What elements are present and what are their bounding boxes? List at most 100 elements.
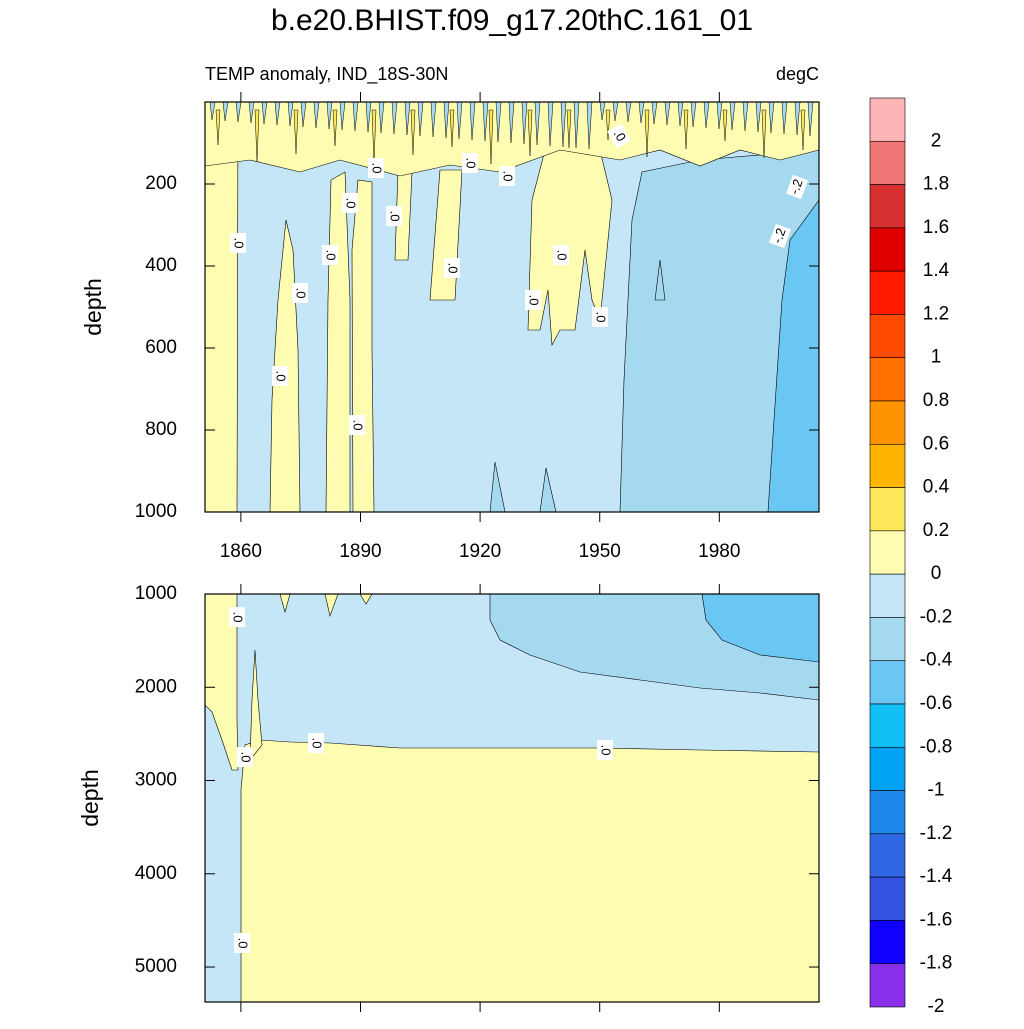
contour-label-bg <box>769 223 791 249</box>
contour-label: .0 <box>555 250 570 261</box>
contour-field <box>205 102 819 512</box>
contour-label-bg <box>342 193 358 213</box>
colorbar-box <box>869 703 906 748</box>
plot-frame <box>204 101 820 513</box>
contour-label-group: .0 <box>499 166 516 186</box>
contour-label: .0 <box>236 938 251 949</box>
contour-region <box>365 102 372 133</box>
contour-region <box>619 149 819 512</box>
contour-label: .0 <box>464 158 479 169</box>
contour-region <box>638 102 645 124</box>
contour-region <box>690 102 697 128</box>
contour-region <box>677 102 684 127</box>
contour-region <box>651 102 658 125</box>
contour-region <box>274 102 281 126</box>
colorbar-label: 1.8 <box>923 174 949 195</box>
colorbar-label: 0.2 <box>923 520 949 541</box>
contour-region <box>508 102 515 144</box>
contour-region <box>742 102 749 132</box>
contour-region <box>612 102 619 122</box>
contour-region <box>222 102 229 122</box>
colorbar-box <box>869 400 906 445</box>
contour-region <box>235 102 242 123</box>
contour-region <box>560 102 567 148</box>
colorbar-label: 2 <box>931 130 942 151</box>
contour-label-group: .0 <box>308 733 325 753</box>
contour-region <box>489 461 557 512</box>
y-tick-label: 2000 <box>135 676 177 697</box>
colorbar-label: -1.6 <box>920 909 953 930</box>
contour-region <box>605 109 611 141</box>
contour-region <box>404 102 411 136</box>
contour-label-group: .0 <box>349 415 366 435</box>
contour-label-bg <box>386 206 402 226</box>
contour-label-group: .0 <box>592 307 609 327</box>
colorbar-box <box>869 617 906 662</box>
colorbar-label: -1.2 <box>920 823 953 844</box>
contour-label-group: .0 <box>386 206 403 226</box>
contour-region <box>249 649 263 761</box>
contour-region <box>359 594 373 605</box>
contour-region <box>767 199 819 512</box>
x-tick-label: 1920 <box>459 541 501 562</box>
contour-label-bg <box>322 245 338 265</box>
contour-label-group: .0 <box>342 193 359 213</box>
colorbar-box <box>869 876 906 921</box>
contour-region <box>293 109 299 155</box>
colorbar-box <box>869 487 906 532</box>
contour-label-bg <box>499 166 515 186</box>
colorbar-box <box>869 443 906 488</box>
contour-label-bg <box>592 307 608 327</box>
contour-region <box>599 102 606 121</box>
contour-region <box>351 179 375 512</box>
contour-label-group: .0 <box>525 290 542 310</box>
contour-region <box>254 109 260 163</box>
contour-label: .0 <box>344 198 359 209</box>
contour-region <box>722 109 728 142</box>
contour-label: .0 <box>310 738 325 749</box>
contour-region <box>352 102 359 132</box>
colorbar-box <box>869 573 906 618</box>
y-tick-label: 600 <box>145 337 177 358</box>
colorbar-box <box>869 270 906 315</box>
contour-region <box>654 259 666 301</box>
contour-region <box>248 102 255 124</box>
x-tick-label: 1890 <box>339 541 381 562</box>
contour-region <box>332 109 338 147</box>
y-tick-label: 800 <box>145 419 177 440</box>
contour-region <box>449 109 455 148</box>
contour-label-bg <box>234 933 250 953</box>
y-tick-label: 5000 <box>135 956 177 977</box>
y-tick-label: 400 <box>145 255 177 276</box>
contour-label: .0 <box>351 420 366 431</box>
colorbar-label: 1.2 <box>923 303 949 324</box>
colorbar-label: -2 <box>928 996 945 1017</box>
colorbar-label: 0 <box>931 563 942 584</box>
contour-label-bg <box>272 366 288 386</box>
contour-region <box>205 594 239 771</box>
contour-region <box>664 102 671 126</box>
contour-region <box>534 102 541 146</box>
colorbar-label: 1 <box>931 347 942 368</box>
colorbar-label: 0.8 <box>923 390 949 411</box>
contour-label-group: .0 <box>444 258 461 278</box>
contour-label-bg <box>229 607 245 627</box>
contour-region <box>371 109 377 164</box>
colorbar-box <box>869 227 906 272</box>
contour-region <box>391 102 398 135</box>
contour-region <box>469 102 476 141</box>
contour-label-bg <box>230 233 246 253</box>
contour-label: .0 <box>239 752 254 763</box>
contour-region <box>521 102 528 145</box>
left-string: TEMP anomaly, IND_18S-30N <box>205 64 448 85</box>
colorbar-box <box>869 790 906 835</box>
contour-region <box>566 109 572 149</box>
contour-region <box>339 102 346 131</box>
contour-label-group: .0 <box>553 245 570 265</box>
y-tick-label: 4000 <box>135 863 177 884</box>
contour-region <box>326 102 333 130</box>
contour-label-bg <box>597 740 613 760</box>
contour-label-bg <box>525 290 541 310</box>
contour-region <box>430 102 437 138</box>
